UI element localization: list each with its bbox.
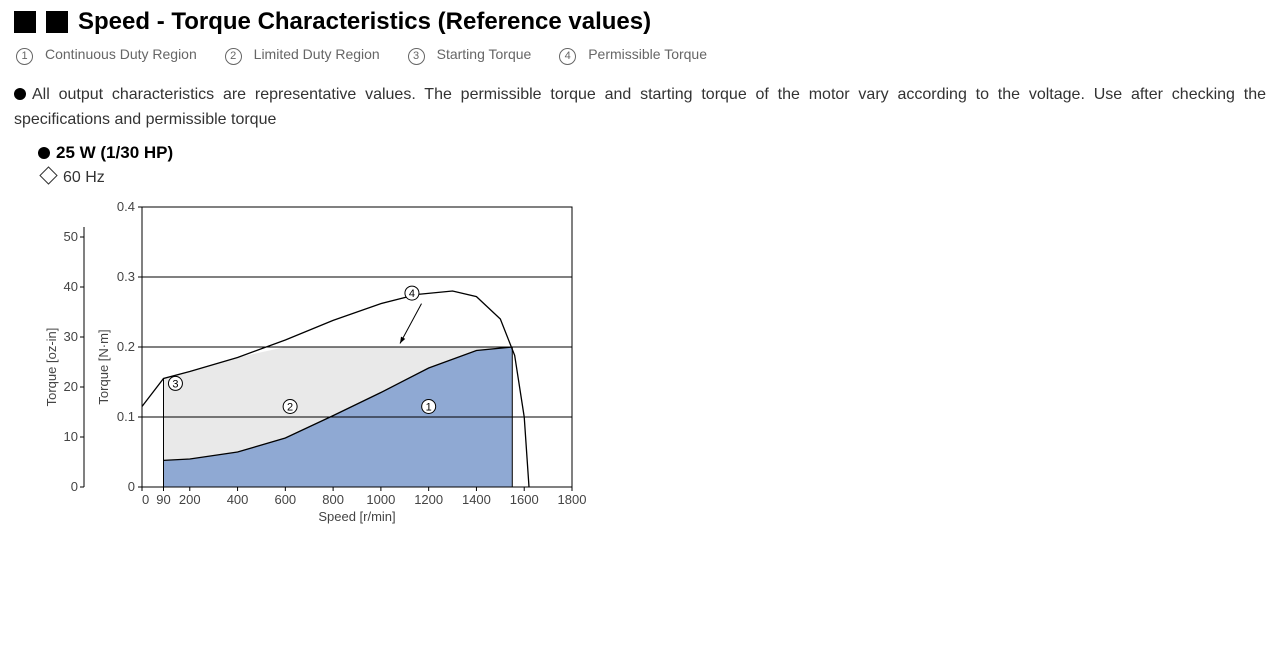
- svg-text:1: 1: [426, 401, 432, 413]
- speed-torque-chart: Torque [oz-in] Torque [N·m] 0 0.1 0.2 0.3 0.…: [14, 197, 614, 537]
- title-square-2: [46, 11, 68, 33]
- legend-num-1: 1: [16, 48, 33, 65]
- svg-text:20: 20: [64, 379, 78, 394]
- svg-text:Speed [r/min]: Speed [r/min]: [318, 509, 395, 524]
- svg-text:50: 50: [64, 229, 78, 244]
- svg-text:2: 2: [287, 401, 293, 413]
- svg-text:200: 200: [179, 492, 201, 507]
- svg-text:400: 400: [227, 492, 249, 507]
- svg-text:3: 3: [172, 378, 178, 390]
- svg-text:0.2: 0.2: [117, 339, 135, 354]
- svg-text:1600: 1600: [510, 492, 539, 507]
- legend-label-1: Continuous Duty Region: [45, 46, 197, 62]
- svg-text:600: 600: [274, 492, 296, 507]
- legend-label-3: Starting Torque: [437, 46, 532, 62]
- y-axis-label-nm: Torque [N·m]: [96, 329, 111, 404]
- svg-text:0.1: 0.1: [117, 409, 135, 424]
- svg-text:1400: 1400: [462, 492, 491, 507]
- power-spec: 25 W (1/30 HP): [38, 143, 1266, 163]
- legend-num-3: 3: [408, 48, 425, 65]
- bullet-dot-icon: [38, 147, 50, 159]
- frequency-value: 60 Hz: [63, 169, 105, 186]
- svg-text:90: 90: [156, 492, 170, 507]
- legend-num-4: 4: [559, 48, 576, 65]
- description-paragraph: All output characteristics are represent…: [14, 83, 1266, 133]
- svg-text:0: 0: [71, 479, 78, 494]
- frequency-spec: 60 Hz: [42, 169, 1266, 187]
- page-title: Speed - Torque Characteristics (Referenc…: [78, 8, 651, 36]
- bullet-dot-icon: [14, 88, 26, 100]
- svg-text:10: 10: [64, 429, 78, 444]
- diamond-icon: [39, 166, 57, 184]
- svg-text:0: 0: [128, 479, 135, 494]
- legend-label-4: Permissible Torque: [588, 46, 707, 62]
- svg-text:0: 0: [142, 492, 149, 507]
- power-value: 25 W (1/30 HP): [56, 143, 173, 162]
- legend-definitions: 1 Continuous Duty Region 2 Limited Duty Re…: [16, 46, 1266, 65]
- svg-text:1200: 1200: [414, 492, 443, 507]
- svg-text:1800: 1800: [558, 492, 587, 507]
- svg-text:1000: 1000: [366, 492, 395, 507]
- svg-text:40: 40: [64, 279, 78, 294]
- title-row: Speed - Torque Characteristics (Referenc…: [14, 8, 1266, 36]
- legend-num-2: 2: [225, 48, 242, 65]
- svg-text:4: 4: [409, 288, 415, 300]
- svg-text:0.4: 0.4: [117, 199, 135, 214]
- y-axis-label-ozin: Torque [oz-in]: [44, 327, 59, 406]
- svg-text:0.3: 0.3: [117, 269, 135, 284]
- title-square-1: [14, 11, 36, 33]
- legend-label-2: Limited Duty Region: [254, 46, 380, 62]
- svg-text:30: 30: [64, 329, 78, 344]
- svg-text:800: 800: [322, 492, 344, 507]
- description-text: All output characteristics are represent…: [14, 86, 1266, 128]
